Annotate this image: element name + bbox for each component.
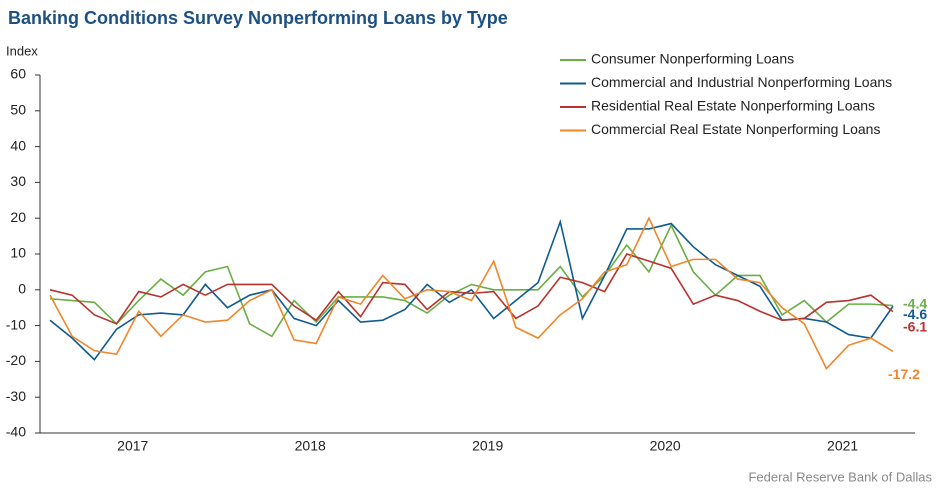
y-axis-label: Index (6, 43, 38, 58)
legend-label: Residential Real Estate Nonperforming Lo… (591, 98, 875, 114)
series-line (49, 216, 894, 370)
y-tick-label: 50 (10, 102, 26, 118)
legend-label: Commercial Real Estate Nonperforming Loa… (591, 121, 880, 137)
end-label: -17.2 (888, 366, 920, 382)
y-tick-label: 40 (10, 137, 26, 153)
y-tick-label: 10 (10, 245, 26, 261)
end-label: -4.6 (903, 306, 927, 322)
end-label: -4.4 (903, 295, 927, 311)
end-label: -6.1 (903, 318, 927, 334)
y-tick-label: -40 (6, 424, 26, 440)
y-tick-label: 60 (10, 66, 26, 82)
series-line (49, 223, 894, 338)
series-line (49, 253, 894, 325)
x-tick-label: 2018 (295, 438, 326, 454)
y-tick-label: 0 (18, 281, 26, 297)
legend-label: Consumer Nonperforming Loans (591, 51, 794, 67)
x-tick-label: 2019 (472, 438, 503, 454)
y-tick-label: -10 (6, 316, 26, 332)
x-tick-label: 2020 (650, 438, 681, 454)
y-tick-label: -30 (6, 388, 26, 404)
x-tick-label: 2017 (117, 438, 148, 454)
x-tick-label: 2021 (827, 438, 858, 454)
y-tick-label: -20 (6, 352, 26, 368)
legend-label: Commercial and Industrial Nonperforming … (591, 74, 892, 90)
y-tick-label: 20 (10, 209, 26, 225)
series-line (49, 218, 894, 361)
source: Federal Reserve Bank of Dallas (748, 469, 932, 484)
chart-title: Banking Conditions Survey Nonperforming … (8, 8, 508, 28)
y-tick-label: 30 (10, 173, 26, 189)
